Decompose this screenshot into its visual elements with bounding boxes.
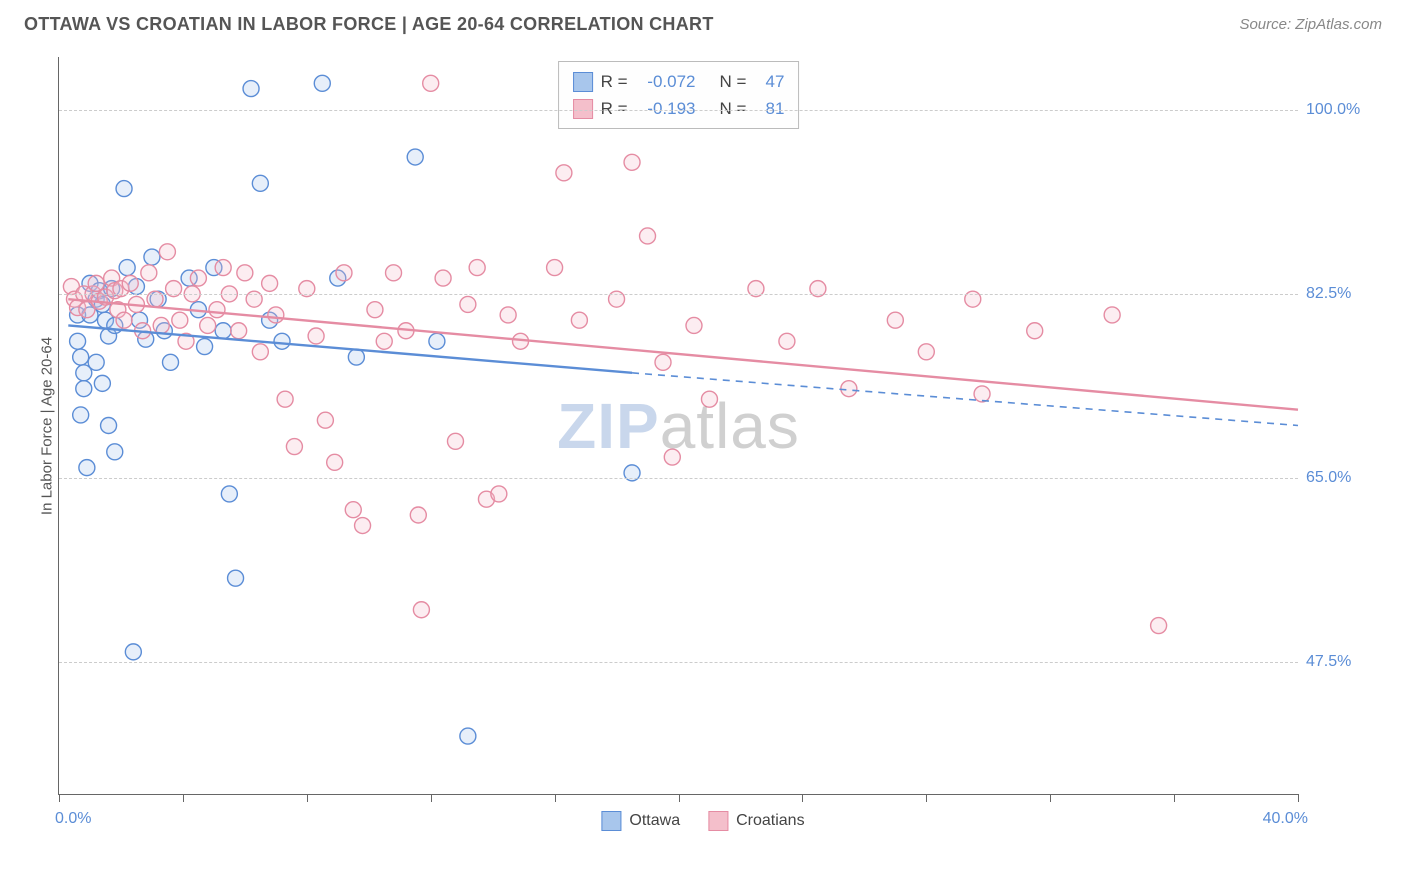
y-tick-label: 65.0% <box>1306 469 1376 487</box>
legend-R-label: R = <box>601 68 628 95</box>
legend-N-label: N = <box>720 68 747 95</box>
y-axis-label: In Labor Force | Age 20-64 <box>39 336 56 514</box>
chart-title: OTTAWA VS CROATIAN IN LABOR FORCE | AGE … <box>24 14 714 35</box>
y-tick-label: 47.5% <box>1306 653 1376 671</box>
legend-item-croatians: Croatians <box>708 811 804 831</box>
correlation-legend: R = -0.072 N = 47 R = -0.193 N = 81 <box>558 61 800 129</box>
plot-area: In Labor Force | Age 20-64 ZIPatlas R = … <box>58 57 1298 795</box>
y-tick-label: 100.0% <box>1306 101 1376 119</box>
legend-label-ottawa: Ottawa <box>629 812 680 830</box>
x-axis-label-max: 40.0% <box>1263 810 1308 828</box>
series-legend: Ottawa Croatians <box>601 811 804 831</box>
scatter-plot-svg <box>59 57 1298 794</box>
legend-N-value-ottawa: 47 <box>754 68 784 95</box>
x-axis-label-min: 0.0% <box>55 810 91 828</box>
chart-header: OTTAWA VS CROATIAN IN LABOR FORCE | AGE … <box>0 0 1406 45</box>
chart-container: In Labor Force | Age 20-64 ZIPatlas R = … <box>24 53 1382 843</box>
legend-swatch-croatians-btm <box>708 811 728 831</box>
legend-top-row-ottawa: R = -0.072 N = 47 <box>573 68 785 95</box>
legend-swatch-ottawa-btm <box>601 811 621 831</box>
legend-label-croatians: Croatians <box>736 812 804 830</box>
y-tick-label: 82.5% <box>1306 285 1376 303</box>
source-attribution: Source: ZipAtlas.com <box>1239 16 1382 33</box>
legend-R-value-ottawa: -0.072 <box>636 68 696 95</box>
legend-item-ottawa: Ottawa <box>601 811 680 831</box>
legend-swatch-ottawa <box>573 72 593 92</box>
